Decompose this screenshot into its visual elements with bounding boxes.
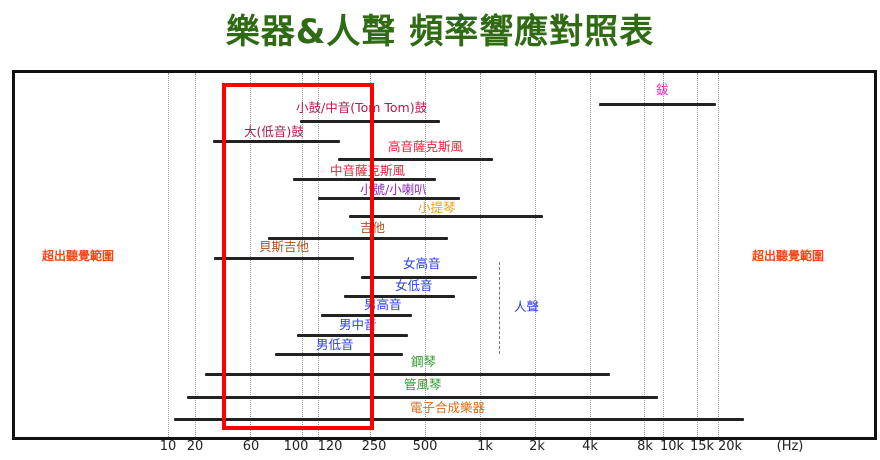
x-tick: 500	[412, 439, 438, 454]
x-tick: 15k	[689, 439, 715, 454]
instrument-label-cymbal: 鈸	[656, 82, 669, 97]
range-bar-cymbal	[599, 103, 716, 106]
gridline-120	[318, 73, 319, 437]
range-bar-alto	[344, 295, 455, 298]
x-tick: 60	[242, 439, 260, 454]
gridline-20k	[718, 73, 719, 437]
vocal-label-baritone: 男中音	[339, 317, 377, 332]
instrument-label-alto-sax: 中音薩克斯風	[330, 163, 406, 178]
out-of-range-label-left: 超出聽覺範圍	[42, 249, 115, 263]
instrument-label-organ: 管風琴	[404, 377, 442, 392]
range-bar-kick-drum	[213, 140, 340, 143]
gridline-15k	[697, 73, 698, 437]
gridline-500	[425, 73, 426, 437]
gridline-60	[250, 73, 251, 437]
range-bar-soprano-sax	[338, 158, 493, 161]
instrument-label-soprano-sax: 高音薩克斯風	[388, 139, 464, 154]
vocal-label-bass: 男低音	[316, 337, 354, 352]
instrument-label-kick-drum: 大(低音)鼓	[244, 124, 304, 139]
gridline-10	[168, 73, 169, 437]
x-tick: 4k	[582, 439, 598, 454]
vocal-label-alto: 女低音	[395, 278, 433, 293]
x-tick: 20	[186, 439, 204, 454]
instrument-label-snare-tom: 小鼓/中音(Tom Tom)鼓	[296, 100, 428, 115]
x-tick: 10k	[659, 439, 685, 454]
out-of-range-label-right: 超出聽覺範圍	[752, 249, 825, 263]
instrument-label-synth: 電子合成樂器	[410, 400, 486, 415]
range-bar-alto-sax	[293, 178, 436, 181]
range-bar-bass-guitar	[214, 257, 354, 260]
range-bar-guitar	[268, 237, 448, 240]
x-tick: 8k	[637, 439, 653, 454]
vocal-group-bracket	[499, 262, 500, 354]
instrument-label-violin: 小提琴	[418, 200, 456, 215]
range-bar-baritone	[297, 334, 408, 337]
gridline-20	[195, 73, 196, 437]
chart-frame	[12, 70, 877, 440]
range-bar-bass-voice	[275, 353, 403, 356]
x-axis-unit: (Hz)	[776, 439, 804, 454]
x-tick: 120	[317, 439, 343, 454]
x-tick: 2k	[529, 439, 545, 454]
instrument-label-piano: 鋼琴	[411, 354, 437, 369]
x-tick: 250	[361, 439, 387, 454]
x-tick: 1k	[477, 439, 493, 454]
gridline-1k	[480, 73, 481, 437]
range-bar-trumpet	[318, 197, 460, 200]
vocal-label-soprano: 女高音	[403, 256, 441, 271]
range-bar-tenor	[321, 314, 412, 317]
gridline-4k	[590, 73, 591, 437]
gridline-10k	[663, 73, 664, 437]
gridline-100	[302, 73, 303, 437]
vocal-group-label: 人聲	[514, 299, 540, 314]
instrument-label-bass-guitar: 貝斯吉他	[259, 239, 310, 254]
chart-title: 樂器&人聲 頻率響應對照表	[225, 12, 655, 52]
gridline-2k	[535, 73, 536, 437]
range-bar-violin	[349, 215, 543, 218]
range-bar-synth	[174, 418, 744, 421]
range-bar-piano	[205, 373, 610, 376]
x-tick: 100	[283, 439, 309, 454]
low-frequency-highlight-box	[222, 83, 374, 430]
gridline-8k	[644, 73, 645, 437]
instrument-label-trumpet: 小號/小喇叭	[360, 182, 427, 197]
range-bar-organ	[187, 396, 658, 399]
x-tick: 10	[159, 439, 177, 454]
range-bar-soprano	[361, 276, 477, 279]
x-tick: 20k	[717, 439, 743, 454]
